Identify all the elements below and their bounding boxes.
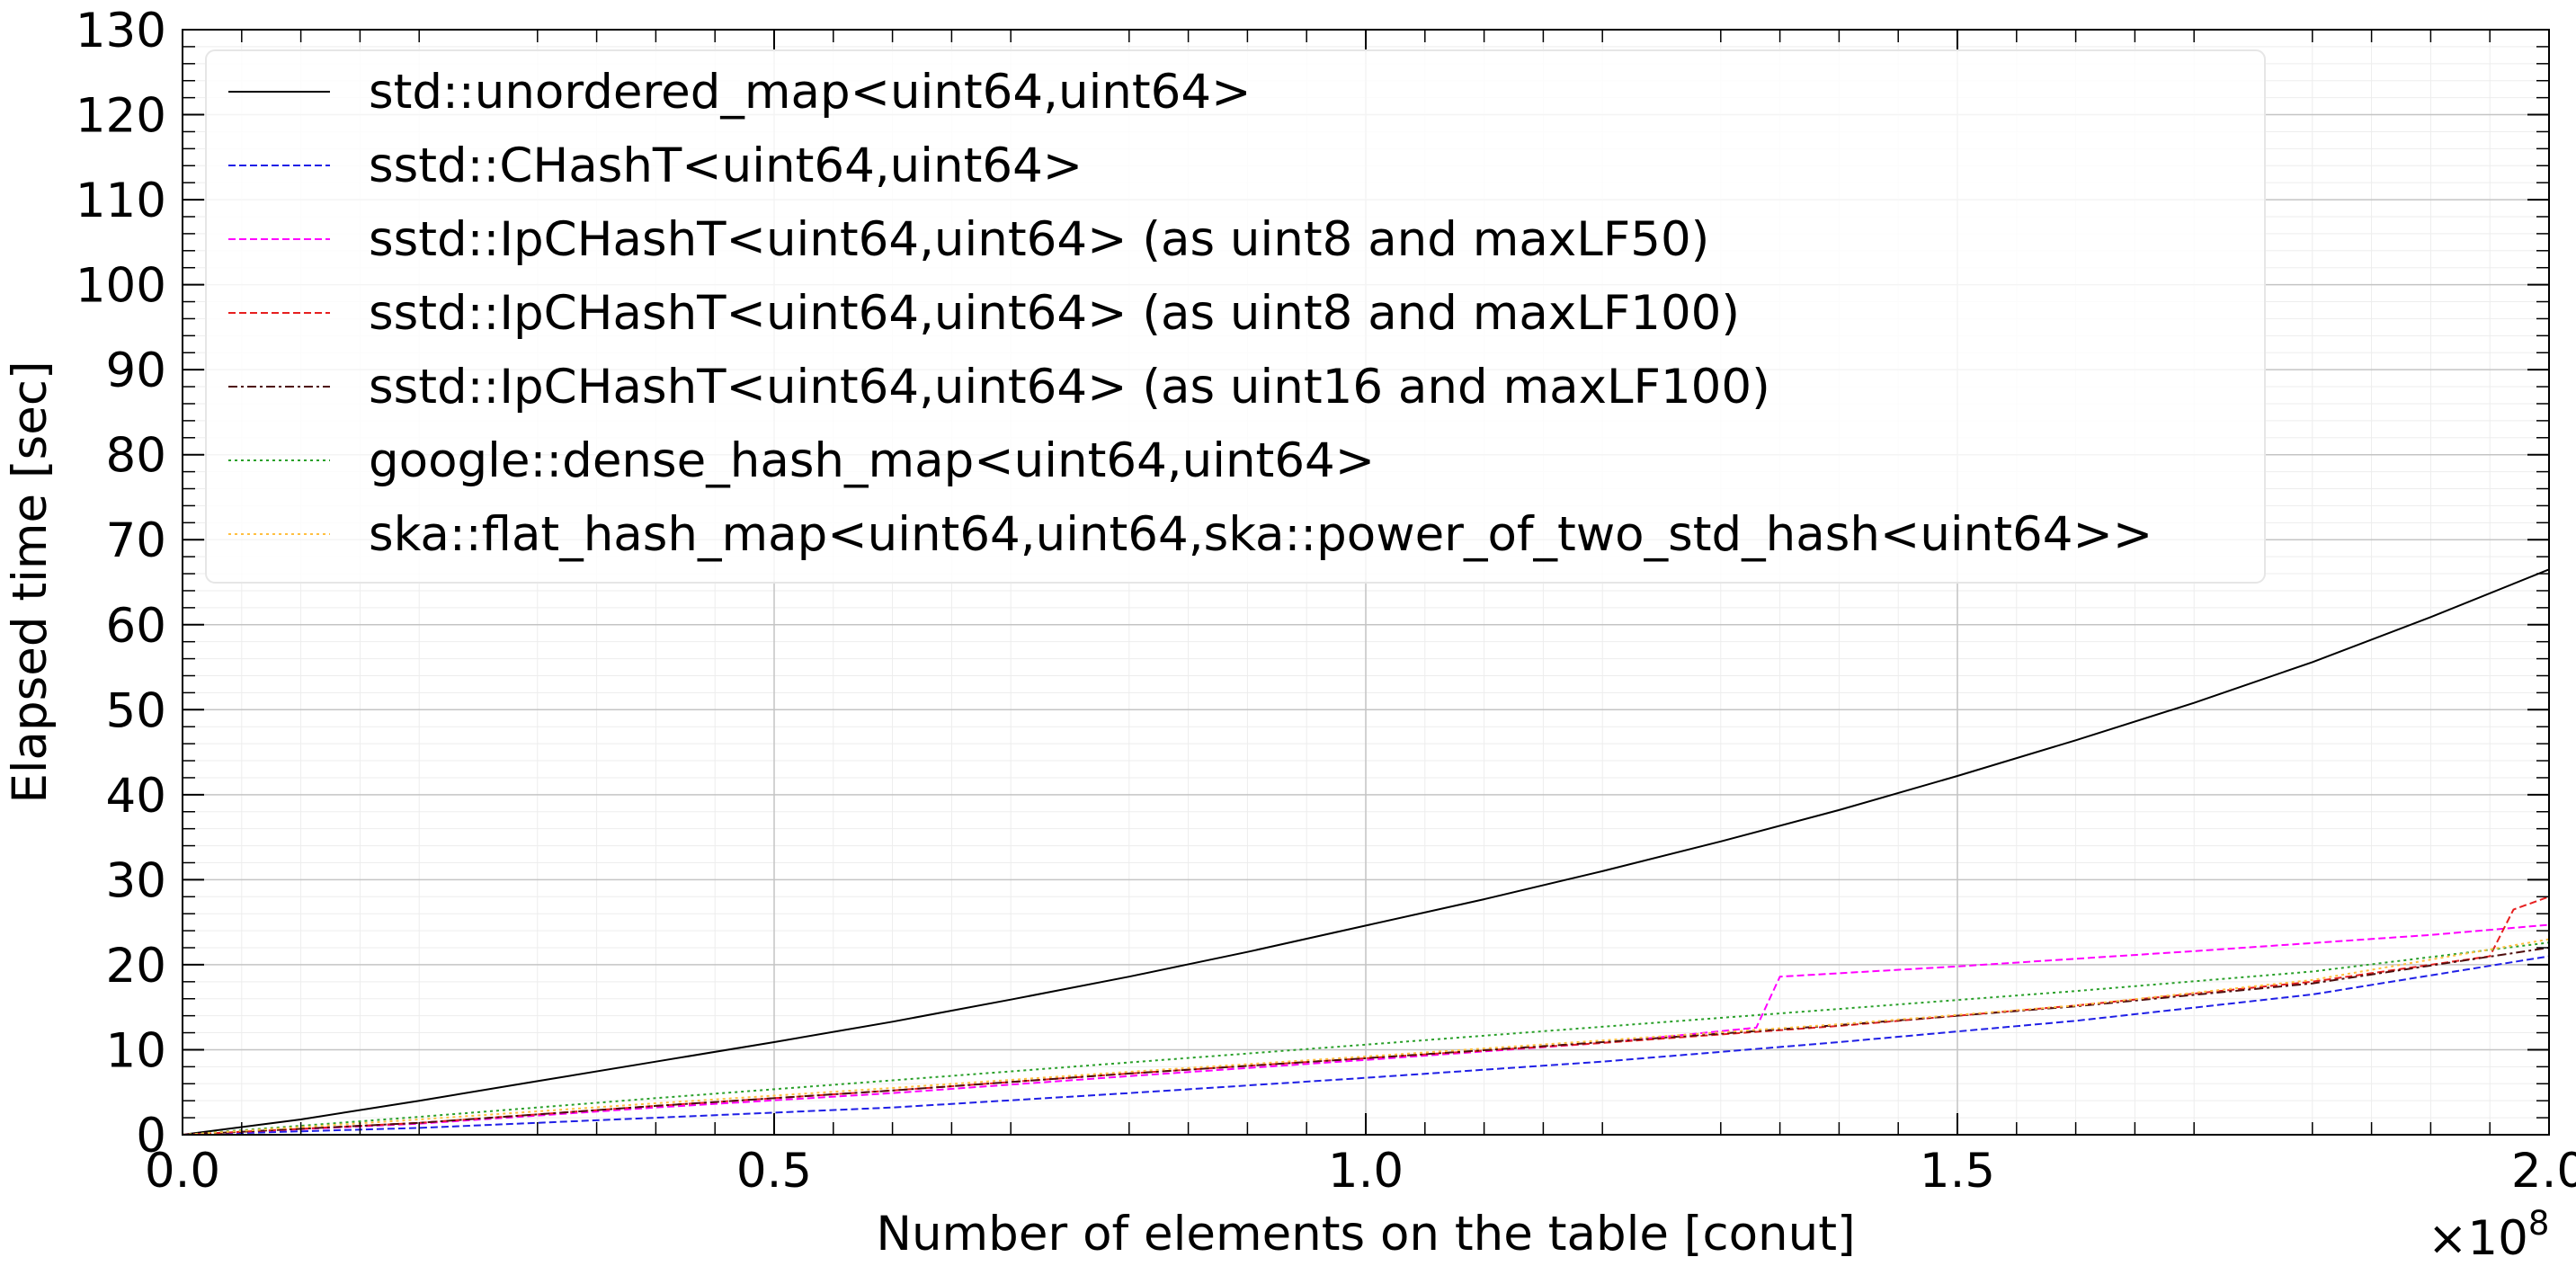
y-axis-label: Elapsed time [sec]	[3, 361, 58, 803]
series-line	[182, 955, 2550, 1136]
y-tick-label: 60	[106, 599, 166, 654]
legend-label: sstd::CHashT<uint64,uint64>	[369, 138, 1083, 193]
y-tick-label: 70	[106, 513, 166, 568]
legend-label: google::dense_hash_map<uint64,uint64>	[369, 433, 1375, 488]
y-tick-label: 80	[106, 429, 166, 484]
x-tick-label: 1.0	[1328, 1144, 1404, 1199]
ticks: 0.0 0.5 1.0 1.5 2.0 0 10 20 30 40 50 60 70 80 90 100 110…	[76, 4, 2576, 1199]
y-tick-label: 120	[76, 89, 166, 144]
y-tick-label: 20	[106, 939, 166, 994]
x-tick-label: 2.0	[2511, 1144, 2576, 1199]
x-tick-label: 1.5	[1920, 1144, 1995, 1199]
y-tick-label: 110	[76, 174, 166, 228]
legend: std::unordered_map<uint64,uint64>sstd::C…	[205, 49, 2266, 584]
x-tick-label: 0.5	[736, 1144, 812, 1199]
series-line	[182, 947, 2550, 1136]
y-tick-label: 50	[106, 683, 166, 738]
legend-label: std::unordered_map<uint64,uint64>	[369, 65, 1252, 120]
y-tick-label: 90	[106, 343, 166, 398]
legend-label: sstd::IpCHashT<uint64,uint64> (as uint16…	[369, 360, 1770, 415]
x-tick-label: 0.0	[145, 1144, 220, 1199]
y-tick-label: 0	[136, 1109, 166, 1164]
y-tick-label: 30	[106, 853, 166, 908]
series-line	[182, 896, 2550, 1136]
legend-label: ska::flat_hash_map<uint64,uint64,ska::po…	[369, 507, 2153, 562]
series-line	[182, 938, 2550, 1136]
legend-label: sstd::IpCHashT<uint64,uint64> (as uint8 …	[369, 286, 1740, 341]
series-lines	[182, 568, 2550, 1136]
series-line	[182, 941, 2550, 1136]
y-tick-label: 130	[76, 4, 166, 58]
y-tick-label: 40	[106, 769, 166, 824]
legend-label: sstd::IpCHashT<uint64,uint64> (as uint8 …	[369, 212, 1709, 267]
x-axis-label: Number of elements on the table [conut]	[876, 1207, 1855, 1262]
legend-box	[205, 49, 2266, 584]
y-tick-label: 10	[106, 1023, 166, 1078]
series-line	[182, 568, 2550, 1136]
x-axis-multiplier: ×108	[2428, 1204, 2549, 1266]
y-tick-label: 100	[76, 259, 166, 314]
